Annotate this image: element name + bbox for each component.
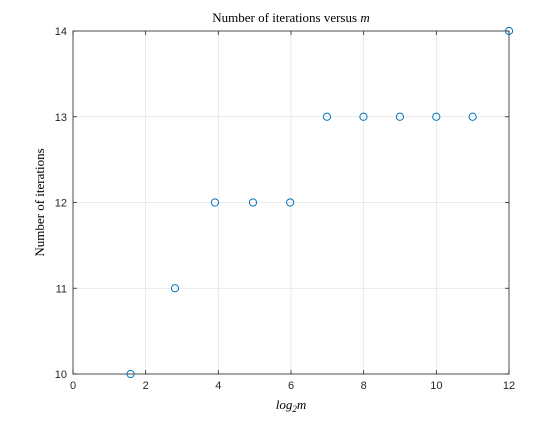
y-tick-label: 11	[56, 283, 67, 295]
y-tick-label: 14	[55, 26, 67, 38]
data-point	[359, 112, 368, 121]
data-point	[210, 198, 220, 207]
y-tick-label: 13	[55, 112, 67, 124]
y-tick-label: 12	[55, 198, 67, 210]
x-tick-label: 6	[288, 380, 294, 392]
x-axis-label-subscript: 2	[292, 404, 297, 414]
axis-ticks: 0 2 4 6 8 10 12 10 11 12 13 14	[55, 26, 515, 392]
data-point	[286, 198, 295, 207]
chart-title-variable: m	[360, 10, 369, 25]
data-point	[126, 369, 135, 379]
x-tick-label: 2	[143, 380, 149, 392]
chart-title-prefix: Number of iterations versus	[212, 10, 360, 25]
x-axis-label: log2m	[276, 397, 307, 414]
y-axis-label: Number of iterations	[32, 148, 47, 256]
chart-title: Number of iterations versus m	[212, 10, 369, 25]
x-tick-label: 12	[503, 380, 515, 392]
data-point	[395, 112, 404, 121]
data-point	[432, 112, 441, 121]
data-points	[126, 26, 514, 379]
x-tick-label: 4	[215, 380, 221, 392]
data-point	[468, 112, 477, 121]
grid	[72, 30, 510, 375]
data-point	[322, 112, 332, 121]
data-point	[504, 26, 514, 36]
x-tick-label: 0	[70, 380, 76, 392]
data-point	[170, 284, 180, 293]
x-tick-label: 10	[430, 380, 442, 392]
y-tick-label: 10	[55, 369, 67, 381]
x-axis-label-variable: m	[297, 397, 306, 412]
data-point	[248, 198, 258, 207]
x-axis-label-base: log	[276, 397, 293, 412]
x-tick-label: 8	[361, 380, 367, 392]
